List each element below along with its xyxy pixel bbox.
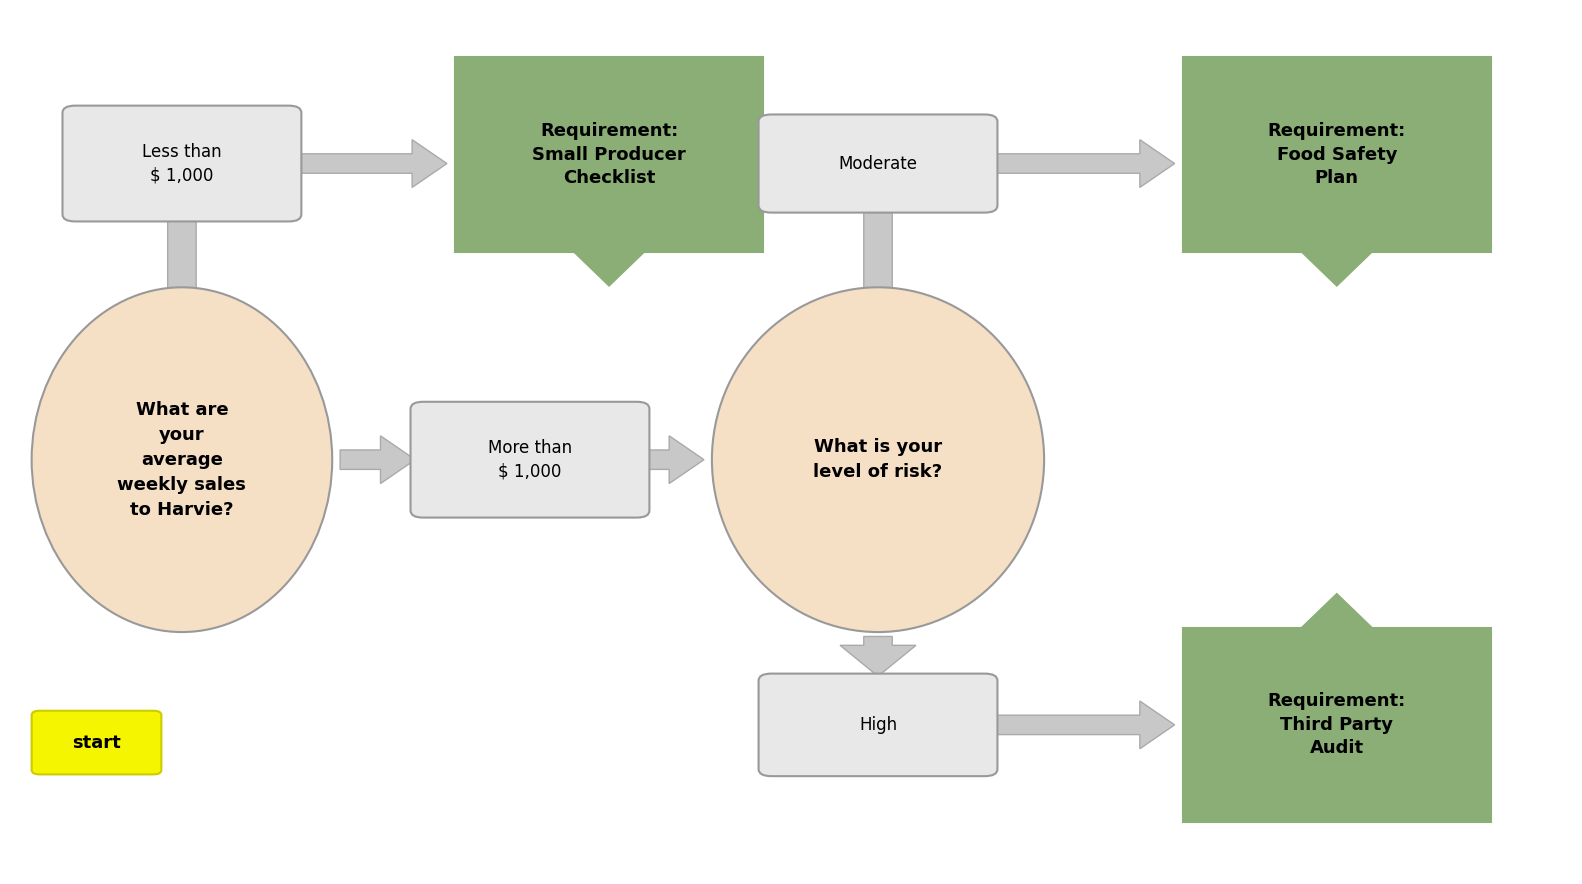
FancyBboxPatch shape: [411, 401, 650, 517]
Text: start: start: [73, 734, 120, 751]
FancyBboxPatch shape: [1182, 57, 1490, 252]
Text: What is your
level of risk?: What is your level of risk?: [813, 438, 943, 481]
Text: More than
$ 1,000: More than $ 1,000: [487, 438, 573, 481]
FancyBboxPatch shape: [63, 105, 302, 221]
Text: High: High: [859, 716, 897, 734]
Polygon shape: [645, 436, 704, 484]
Text: Less than
$ 1,000: Less than $ 1,000: [142, 142, 221, 185]
Polygon shape: [1304, 250, 1370, 254]
Polygon shape: [1302, 594, 1372, 628]
Text: Requirement:
Food Safety
Plan: Requirement: Food Safety Plan: [1267, 122, 1406, 187]
Polygon shape: [576, 250, 642, 254]
Text: Moderate: Moderate: [838, 155, 918, 172]
Polygon shape: [840, 636, 916, 676]
Polygon shape: [340, 436, 416, 484]
FancyBboxPatch shape: [1182, 628, 1490, 822]
Polygon shape: [993, 701, 1174, 749]
Polygon shape: [1302, 252, 1372, 286]
FancyBboxPatch shape: [456, 57, 763, 252]
Text: Requirement:
Third Party
Audit: Requirement: Third Party Audit: [1267, 692, 1406, 758]
Text: Requirement:
Small Producer
Checklist: Requirement: Small Producer Checklist: [532, 122, 687, 187]
Polygon shape: [144, 210, 220, 323]
FancyBboxPatch shape: [759, 114, 998, 212]
Text: What are
your
average
weekly sales
to Harvie?: What are your average weekly sales to Ha…: [117, 400, 247, 519]
Polygon shape: [574, 252, 644, 286]
Polygon shape: [297, 140, 446, 187]
Polygon shape: [840, 201, 916, 323]
FancyBboxPatch shape: [759, 674, 998, 776]
Ellipse shape: [712, 287, 1044, 632]
Polygon shape: [993, 140, 1174, 187]
Polygon shape: [1304, 626, 1370, 629]
Ellipse shape: [32, 287, 332, 632]
FancyBboxPatch shape: [32, 711, 161, 774]
